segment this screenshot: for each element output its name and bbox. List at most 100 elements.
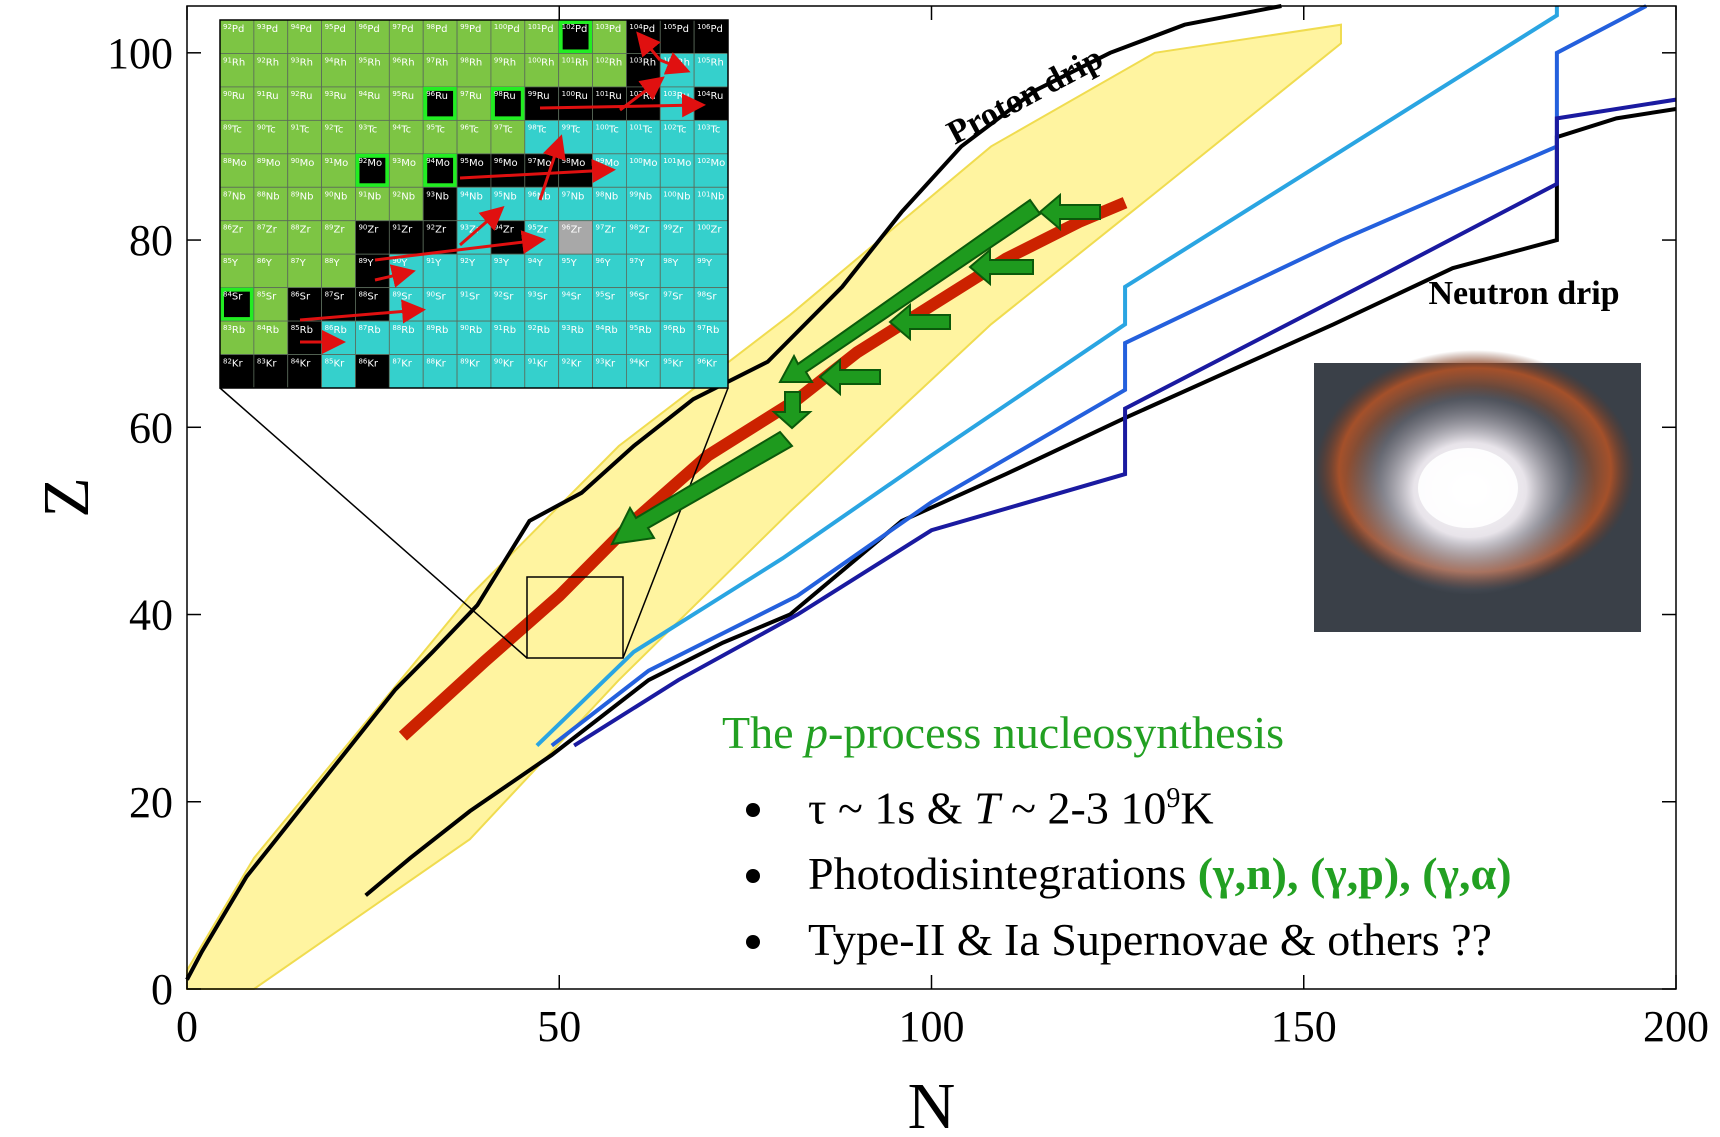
mass-number: 97 xyxy=(663,291,672,299)
element-symbol: Kr xyxy=(469,359,481,370)
mass-number: 93 xyxy=(257,23,266,31)
mass-number: 95 xyxy=(528,224,537,232)
element-symbol: Mo xyxy=(604,158,619,169)
nuclide-label: 96Y xyxy=(596,257,612,269)
flow-arrow xyxy=(771,391,813,430)
mass-number: 95 xyxy=(494,190,503,198)
mass-number: 99 xyxy=(596,157,605,165)
mass-number: 91 xyxy=(494,324,503,332)
nuclide-label: 91Tc xyxy=(291,123,310,135)
nuclide-label: 106Pd xyxy=(697,23,723,35)
mass-number: 97 xyxy=(528,157,537,165)
element-symbol: Zr xyxy=(401,225,413,236)
drip-line xyxy=(535,6,1559,748)
element-symbol: Sr xyxy=(604,292,615,303)
nuclide-cell xyxy=(422,253,458,289)
nuclide-label: 97Zr xyxy=(596,224,617,236)
nuclide-label: 101Nb xyxy=(697,190,724,202)
mass-number: 93 xyxy=(426,190,435,198)
nuclide-cell xyxy=(659,287,695,322)
mass-number: 99 xyxy=(494,56,503,64)
mass-number: 85 xyxy=(223,257,232,265)
mass-number: 89 xyxy=(257,157,266,165)
element-symbol: Rb xyxy=(266,325,279,336)
element-symbol: Tc xyxy=(608,124,619,135)
supernova-image xyxy=(1314,350,1641,632)
nuclide-label: 96Ru xyxy=(426,90,448,102)
element-symbol: Rb xyxy=(469,325,482,336)
zoom-box xyxy=(526,576,624,659)
mass-number: 86 xyxy=(325,324,334,332)
mass-number: 96 xyxy=(494,157,503,165)
nuclide-label: 91Rh xyxy=(223,56,245,68)
element-symbol: Sr xyxy=(300,292,311,303)
nuclide-label: 93Nb xyxy=(426,190,449,202)
mass-number: 94 xyxy=(629,358,638,366)
mass-number: 90 xyxy=(325,190,334,198)
element-symbol: Sr xyxy=(334,292,345,303)
element-symbol: Ru xyxy=(711,91,724,102)
nuclide-cell xyxy=(659,186,695,222)
mass-number: 99 xyxy=(528,90,537,98)
nuclide-label: 101Tc xyxy=(629,123,652,135)
mass-number: 97 xyxy=(629,257,638,265)
mass-number: 87 xyxy=(223,190,232,198)
element-symbol: Pd xyxy=(232,24,244,35)
nuclide-label: 94Rb xyxy=(596,324,618,336)
mass-number: 96 xyxy=(528,190,537,198)
mass-number: 95 xyxy=(663,358,672,366)
bullet: Type-II & Ia Supernovae & others ?? xyxy=(780,907,1512,973)
text: 9 xyxy=(1166,783,1181,814)
nuclide-label: 94Mo xyxy=(426,157,450,169)
mass-number: 90 xyxy=(392,257,401,265)
mass-number: 104 xyxy=(629,23,643,31)
element-symbol: Nb xyxy=(604,191,618,202)
nuclide-label: 86Y xyxy=(257,257,273,269)
nuclide-label: 98Y xyxy=(663,257,679,269)
mass-number: 90 xyxy=(426,291,435,299)
nuclide-cell xyxy=(592,253,627,289)
nuclide-cell xyxy=(388,186,424,222)
element-symbol: Zr xyxy=(266,225,278,236)
nuclide-label: 86Kr xyxy=(358,358,378,370)
y-tick-label: 20 xyxy=(129,778,173,827)
mass-number: 95 xyxy=(392,90,401,98)
mass-number: 95 xyxy=(460,157,469,165)
text: The xyxy=(722,707,806,758)
nuclide-cell xyxy=(388,53,424,88)
element-symbol: Sr xyxy=(435,292,446,303)
element-symbol: Nb xyxy=(503,191,517,202)
element-symbol: Rb xyxy=(334,325,347,336)
nuclide-label: 95Pd xyxy=(325,23,346,35)
mass-number: 105 xyxy=(697,56,710,64)
element-symbol: Mo xyxy=(537,158,552,169)
nuclide-cell xyxy=(321,220,356,255)
mass-number: 99 xyxy=(562,123,571,131)
nuclide-label: 87Sr xyxy=(325,291,345,303)
nuclide-label: 100Rh xyxy=(528,56,555,68)
nuclide-label: 101Pd xyxy=(528,23,554,35)
element-symbol: Zr xyxy=(604,225,616,236)
element-symbol: Nb xyxy=(711,191,725,202)
flow-arrow xyxy=(374,230,546,262)
mass-number: 91 xyxy=(460,291,469,299)
element-symbol: Zr xyxy=(367,225,379,236)
nuclide-label: 94Y xyxy=(528,257,544,269)
mass-number: 92 xyxy=(358,157,367,165)
mass-number: 90 xyxy=(358,224,367,232)
flow-arrows xyxy=(610,192,1101,546)
nuclide-cell xyxy=(558,220,593,255)
element-symbol: Rh xyxy=(575,57,588,68)
nuclide-cell xyxy=(693,354,729,389)
element-symbol: Zr xyxy=(711,225,723,236)
nuclide-label: 98Ru xyxy=(494,90,516,102)
mass-number: 95 xyxy=(562,257,571,265)
element-symbol: Ru xyxy=(300,91,313,102)
element-symbol: Nb xyxy=(232,191,246,202)
nuclide-cell xyxy=(355,354,390,389)
mass-number: 93 xyxy=(528,291,537,299)
nuclide-label: 99Pd xyxy=(460,23,481,35)
element-symbol: Sr xyxy=(537,292,548,303)
nuclide-label: 86Zr xyxy=(223,224,244,236)
nuclide-label: 87Nb xyxy=(223,190,246,202)
